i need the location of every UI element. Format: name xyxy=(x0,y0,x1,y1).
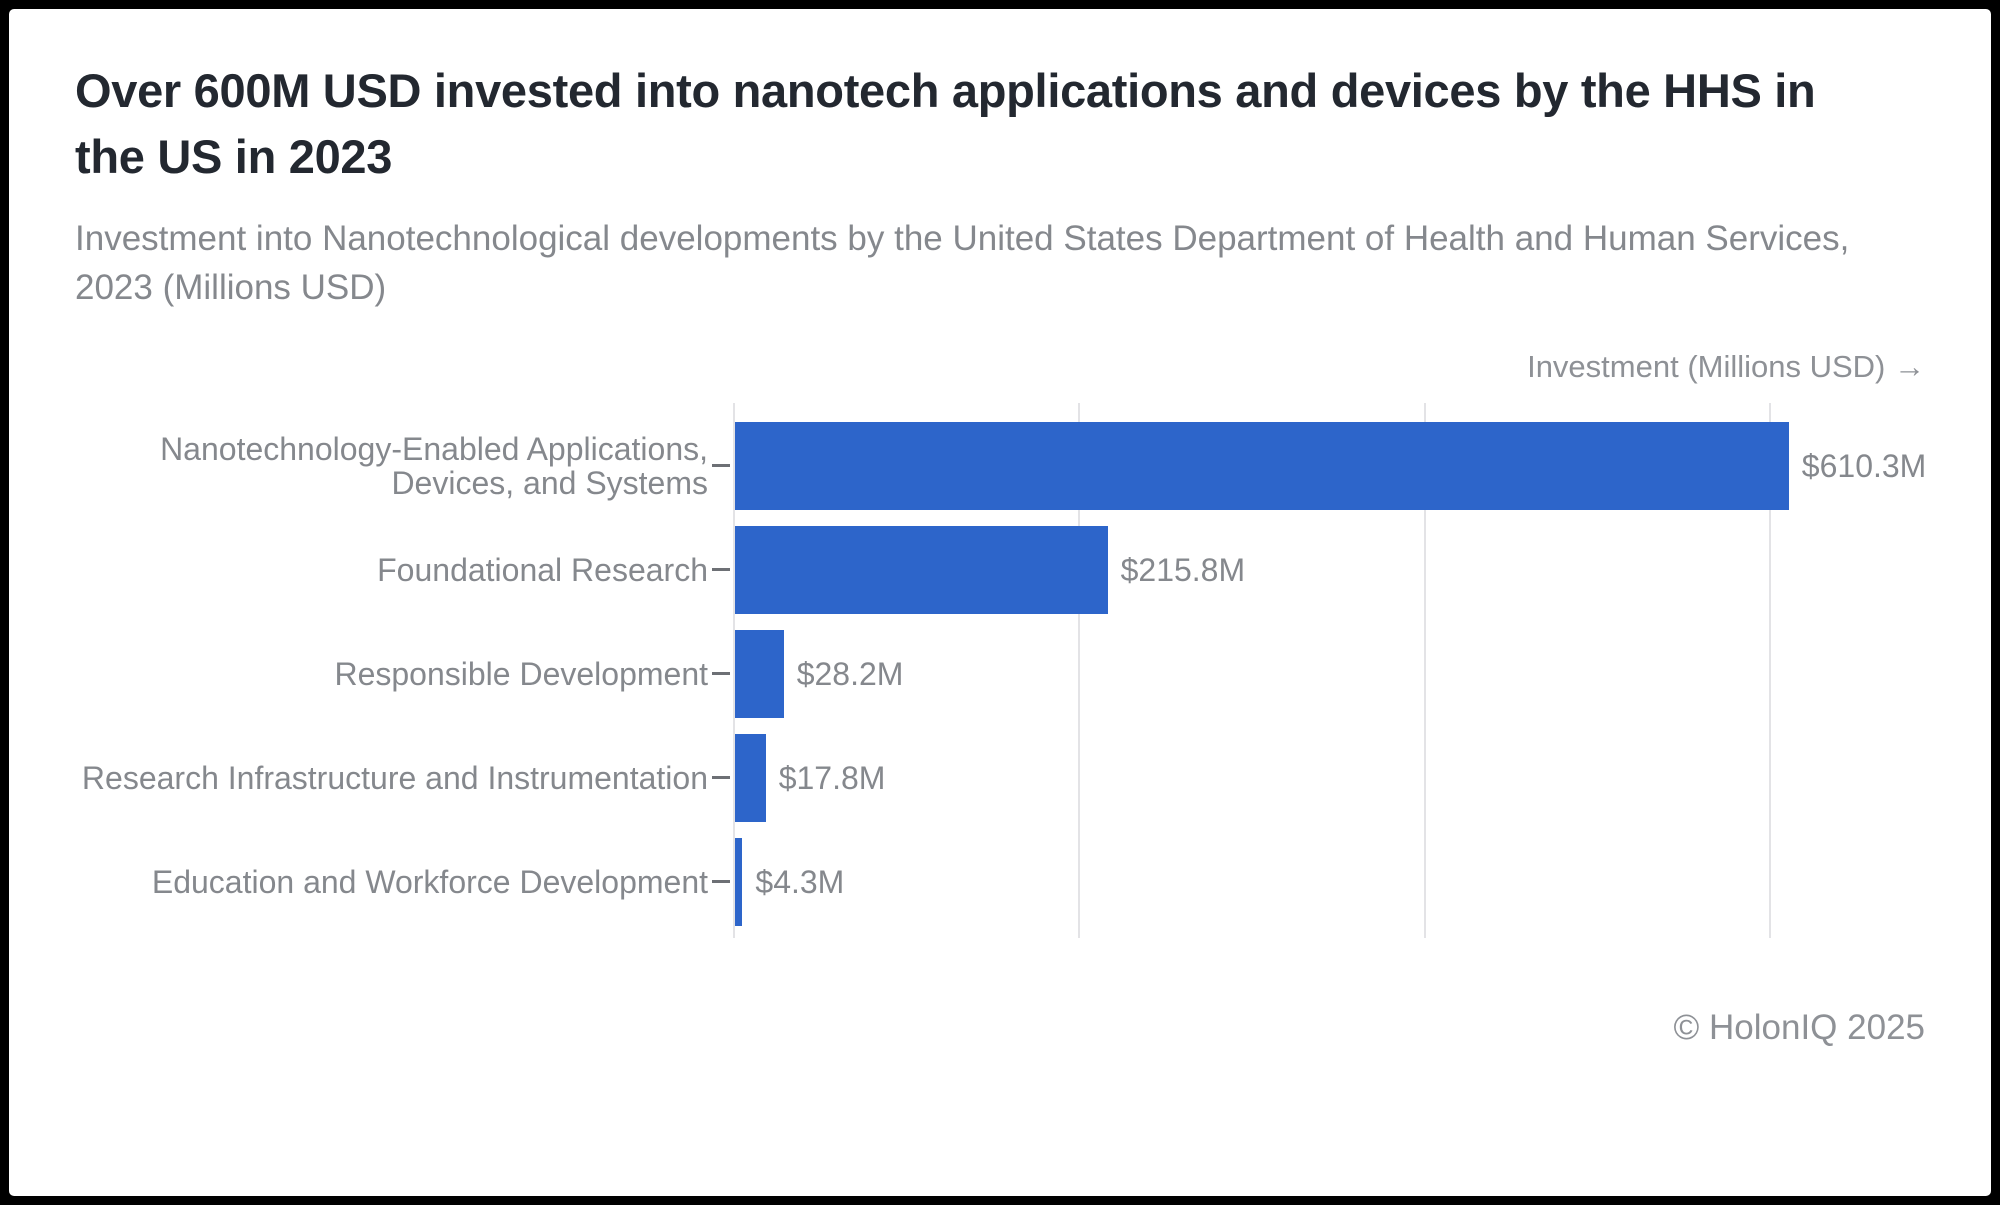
bar-row: $4.3M xyxy=(735,830,1955,934)
bar xyxy=(735,422,1789,510)
value-label: $4.3M xyxy=(755,863,845,900)
category-label-row: Responsible Development xyxy=(68,622,730,726)
category-label-row: Education and Workforce Development xyxy=(68,830,730,934)
bar-row: $17.8M xyxy=(735,726,1955,830)
x-axis-title: Investment (Millions USD) → xyxy=(1527,349,1925,384)
bar-row: $28.2M xyxy=(735,622,1955,726)
gridline xyxy=(1423,403,1426,938)
value-label: $17.8M xyxy=(778,759,886,796)
bar-row: $215.8M xyxy=(735,518,1955,622)
plot-area xyxy=(733,403,1925,938)
axis-tick xyxy=(712,568,730,571)
gridline xyxy=(1078,403,1081,938)
axis-tick xyxy=(712,464,730,467)
category-label: Research Infrastructure and Instrumentat… xyxy=(81,760,708,796)
gridline xyxy=(1769,403,1771,938)
value-label: $28.2M xyxy=(796,655,904,692)
category-label-row: Foundational Research xyxy=(68,518,730,622)
bar xyxy=(735,526,1108,614)
copyright-credit: © HolonIQ 2025 xyxy=(1673,1008,1926,1047)
bar xyxy=(735,734,766,822)
bars-container: $610.3M $215.8M $28.2M $17.8M $4.3M xyxy=(735,414,1955,934)
category-axis: Nanotechnology-Enabled Applications, Dev… xyxy=(68,414,730,934)
bar-row: $610.3M xyxy=(735,414,1955,518)
value-label: $610.3M xyxy=(1801,447,1927,484)
bar xyxy=(735,630,784,718)
category-label: Foundational Research xyxy=(377,552,708,588)
category-label: Responsible Development xyxy=(334,656,708,692)
category-label: Education and Workforce Development xyxy=(151,864,708,900)
value-label: $215.8M xyxy=(1120,551,1246,588)
bar xyxy=(735,838,743,926)
axis-tick xyxy=(712,880,730,883)
chart-subtitle: Investment into Nanotechnological develo… xyxy=(75,219,1850,307)
chart-title: Over 600M USD invested into nanotech app… xyxy=(75,64,1816,183)
category-label-row: Nanotechnology-Enabled Applications, Dev… xyxy=(68,414,730,518)
category-label-row: Research Infrastructure and Instrumentat… xyxy=(68,726,730,830)
axis-tick xyxy=(712,672,730,675)
category-label: Nanotechnology-Enabled Applications, Dev… xyxy=(160,431,708,501)
axis-tick xyxy=(712,776,730,779)
gridline xyxy=(733,403,735,938)
